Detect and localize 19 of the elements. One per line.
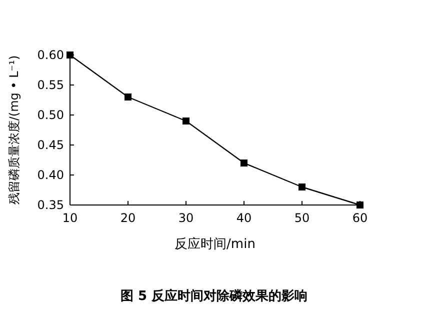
point — [182, 118, 190, 124]
y-tick-label: 0.55 — [37, 78, 64, 92]
x-tick-label: 60 — [352, 211, 368, 225]
point — [240, 160, 248, 166]
y-tick-label: 0.45 — [37, 138, 64, 152]
x-tick-label: 40 — [236, 211, 252, 225]
y-axis-title: 残留磷质量浓度/(mg • L⁻¹) — [7, 55, 21, 205]
y-tick-label: 0.35 — [37, 198, 64, 212]
y-tick-label: 0.50 — [37, 108, 64, 122]
x-axis-title: 反应时间/min — [174, 236, 256, 252]
x-tick-label: 50 — [294, 211, 310, 225]
x-tick-label: 30 — [178, 211, 194, 225]
point — [124, 94, 132, 100]
x-tick-label: 20 — [120, 211, 136, 225]
text: 图 5 反应时间对除磷效果的影响 — [120, 288, 308, 304]
y-tick-label: 0.40 — [37, 168, 64, 182]
point — [298, 184, 306, 190]
y-tick-label: 0.60 — [37, 48, 64, 62]
x-tick-label: 10 — [62, 211, 78, 225]
